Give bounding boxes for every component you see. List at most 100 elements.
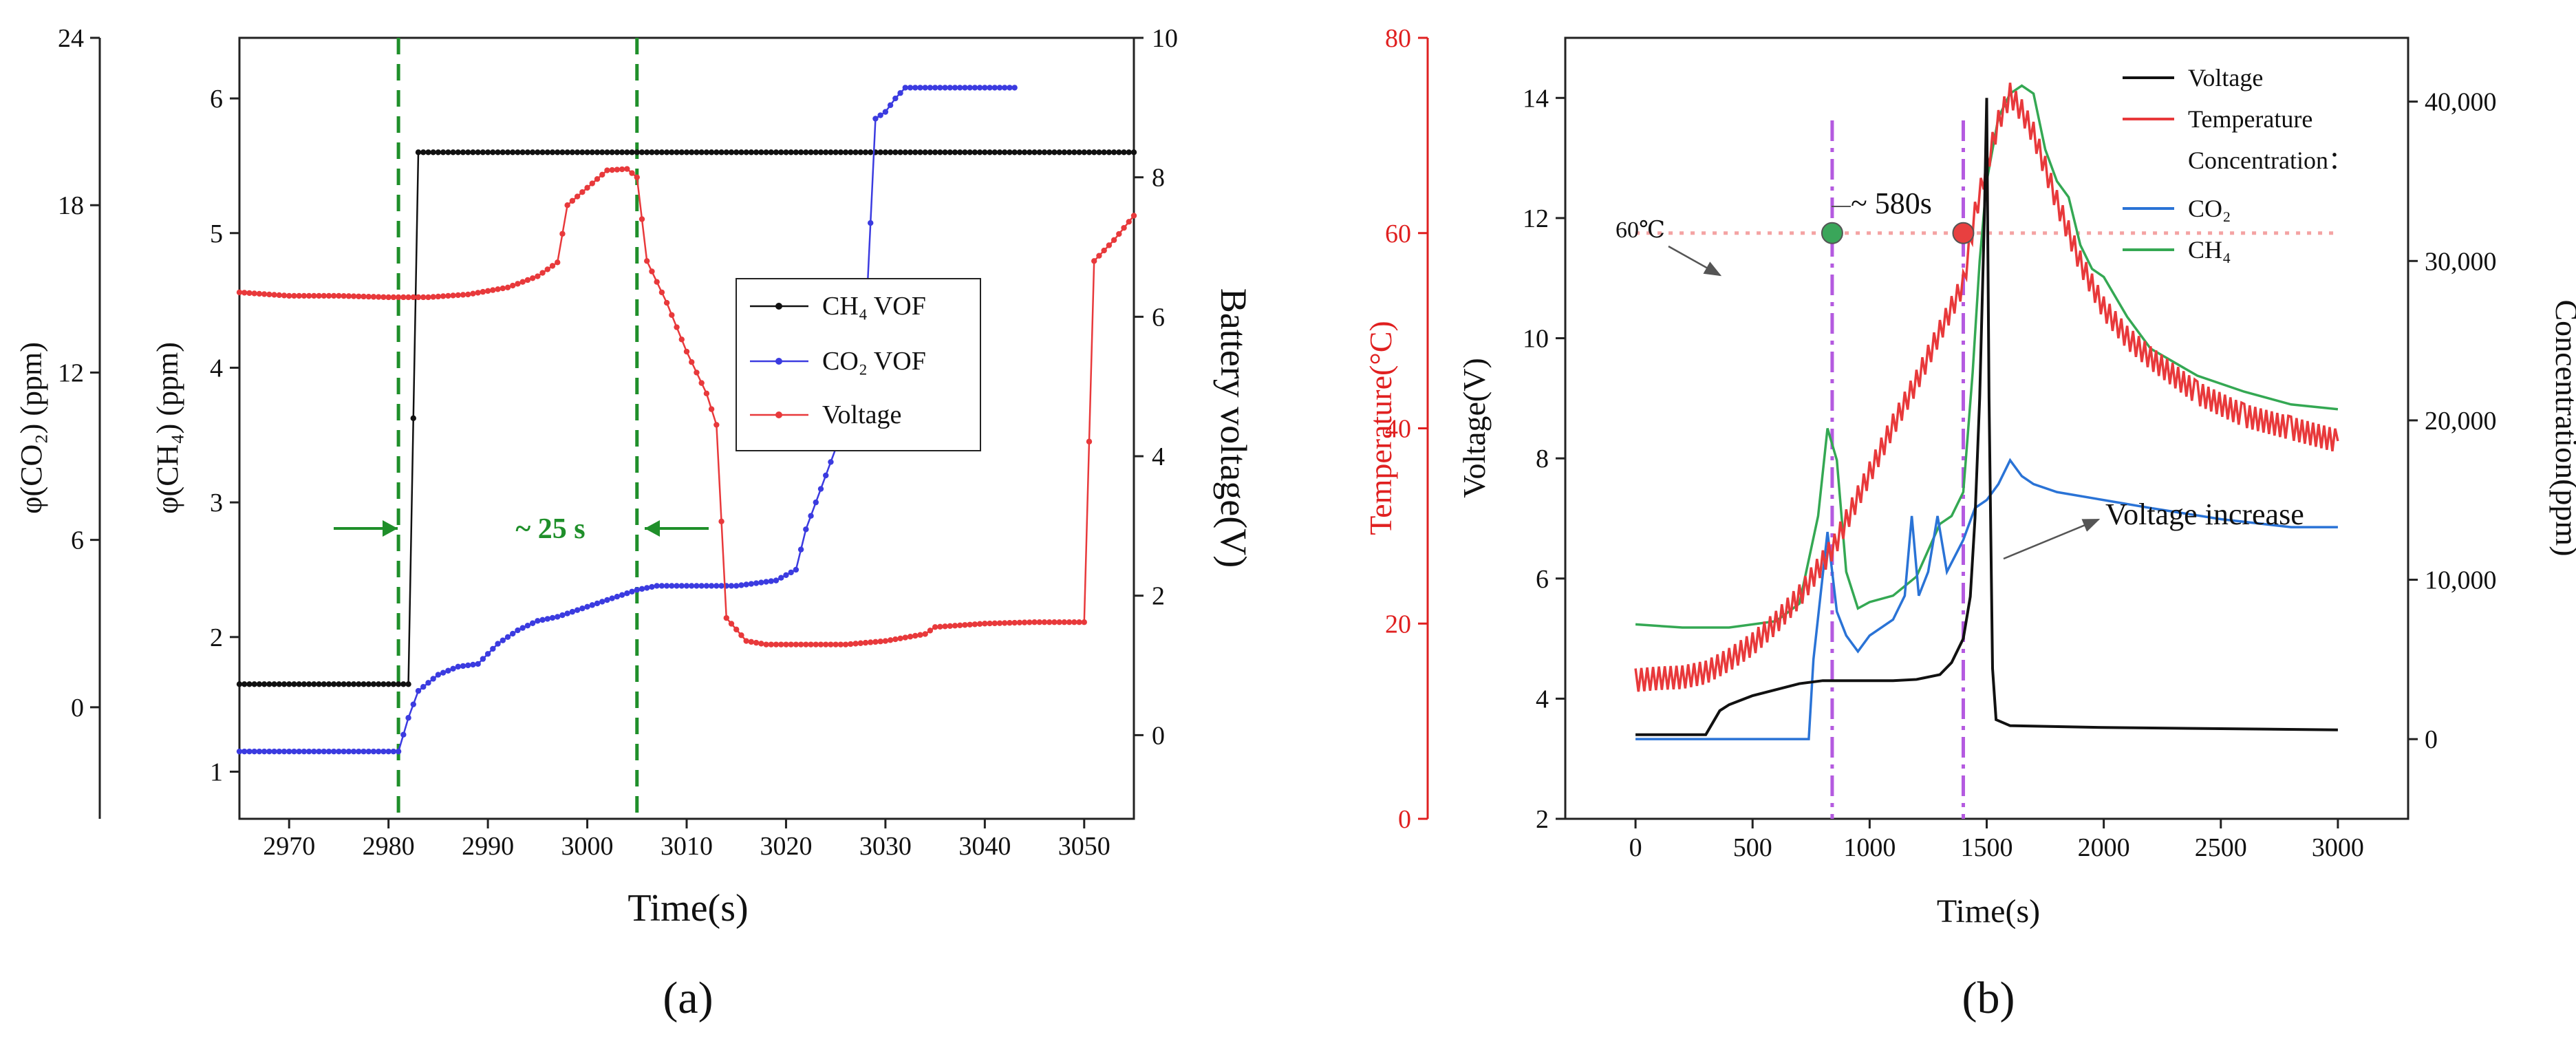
series-line-b (1635, 458, 2338, 740)
series-point-a (703, 583, 710, 589)
series-point-a (286, 292, 292, 299)
series-point-a (768, 149, 774, 156)
series-point-a (365, 293, 372, 300)
series-point-a (862, 149, 869, 156)
series-point-a (629, 588, 635, 595)
series-point-a (420, 294, 427, 301)
series-point-a (937, 623, 943, 630)
series-point-a (361, 681, 367, 687)
series-point-a (982, 149, 988, 156)
series-point-a (242, 290, 248, 296)
series-point-a (728, 621, 735, 627)
series-point-a (669, 583, 675, 589)
series-point-a (803, 641, 809, 647)
series-line-a (239, 168, 1135, 645)
series-point-a (425, 149, 431, 156)
series-point-a (872, 639, 879, 645)
series-point-a (410, 415, 416, 422)
series-point-a (579, 189, 586, 195)
series-point-a (907, 149, 914, 156)
series-point-a (683, 149, 690, 156)
series-point-a (649, 583, 655, 590)
series-point-a (957, 149, 963, 156)
series-point-a (604, 149, 610, 156)
series-point-a (361, 748, 367, 755)
series-point-a (882, 109, 889, 115)
series-point-a (256, 681, 263, 687)
series-point-a (842, 641, 849, 647)
y-axis-label-battery-voltage: Battery voltage(V) (1213, 288, 1254, 568)
series-point-a (743, 149, 749, 156)
series-point-a (1116, 231, 1122, 237)
series-point-a (778, 575, 784, 581)
series-point-a (345, 293, 352, 299)
series-point-a (465, 291, 471, 298)
series-point-a (763, 149, 769, 156)
series-point-a (569, 608, 576, 615)
series-point-a (1046, 149, 1053, 156)
series-point-a (614, 593, 621, 600)
series-point-a (1046, 619, 1053, 625)
series-point-a (967, 149, 973, 156)
series-point-a (395, 681, 402, 687)
series-point-a (251, 681, 257, 687)
series-point-a (614, 149, 621, 156)
series-point-a (559, 231, 566, 237)
series-point-a (445, 149, 451, 156)
series-point-a (1096, 149, 1102, 156)
series-point-a (251, 290, 257, 297)
series-point-a (713, 583, 720, 589)
series-point-a (748, 149, 755, 156)
series-point-a (350, 681, 357, 687)
series-point-a (713, 422, 720, 428)
legend-label-ch4-b: CH₄ (2188, 236, 2231, 264)
series-point-a (1007, 620, 1013, 626)
x-tick-label-a: 3050 (1058, 832, 1110, 861)
y-tick-label-voltage: 4 (1152, 442, 1165, 471)
series-point-a (544, 149, 550, 156)
series-point-a (524, 149, 531, 156)
series-point-a (544, 266, 550, 272)
series-point-a (1002, 149, 1008, 156)
event-marker-green (1821, 222, 1843, 244)
series-point-a (842, 149, 849, 156)
series-line-a (239, 151, 1134, 685)
series-point-a (976, 149, 983, 156)
series-point-a (907, 634, 914, 640)
series-point-a (266, 748, 272, 755)
series-point-a (1041, 619, 1048, 625)
series-point-a (1106, 149, 1113, 156)
series-point-a (1011, 85, 1018, 91)
series-point-a (1091, 258, 1097, 264)
series-point-a (589, 149, 595, 156)
y-tick-label-temperature: 80 (1385, 24, 1411, 53)
series-point-a (658, 149, 665, 156)
interval-label-b: ~ 580s (1851, 186, 1932, 220)
legend-marker-voltage (775, 411, 782, 418)
series-point-a (524, 622, 531, 629)
series-point-a (733, 583, 740, 589)
series-point-a (515, 627, 521, 634)
series-point-a (887, 149, 894, 156)
series-point-a (535, 149, 541, 156)
series-point-a (415, 294, 422, 301)
series-point-a (991, 149, 998, 156)
series-point-a (281, 748, 288, 755)
series-point-a (296, 292, 302, 299)
series-point-a (246, 681, 253, 687)
series-point-a (808, 513, 814, 519)
series-point-a (868, 639, 874, 645)
x-tick-label-b: 0 (1629, 833, 1642, 862)
x-tick-label-b: 500 (1733, 833, 1772, 862)
series-point-a (857, 640, 863, 646)
series-point-a (480, 288, 486, 295)
series-point-a (877, 149, 883, 156)
series-point-a (261, 291, 268, 297)
series-point-a (490, 287, 496, 293)
series-point-a (868, 149, 874, 156)
series-point-a (887, 102, 894, 109)
series-point-a (1130, 149, 1137, 156)
series-point-a (370, 294, 377, 300)
series-point-a (555, 614, 561, 620)
y-tick-label-ch4: 1 (210, 758, 223, 787)
